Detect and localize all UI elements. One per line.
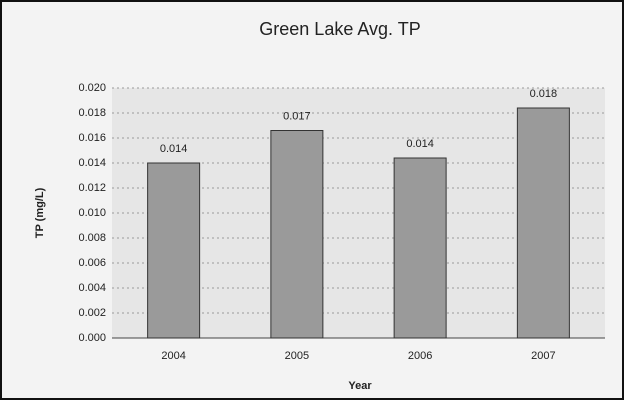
- y-tick-label: 0.004: [78, 282, 106, 294]
- data-label: 0.017: [283, 110, 311, 122]
- y-tick-label: 0.018: [78, 107, 106, 119]
- data-label: 0.018: [530, 88, 558, 100]
- bar: [147, 162, 201, 339]
- y-tick-label: 0.000: [78, 332, 106, 344]
- x-axis-title: Year: [348, 380, 372, 392]
- y-tick-label: 0.014: [78, 157, 106, 169]
- y-tick-label: 0.008: [78, 232, 106, 244]
- bar: [393, 157, 447, 339]
- bar: [270, 130, 324, 339]
- x-tick-label: 2007: [531, 350, 555, 362]
- bar: [516, 107, 570, 339]
- data-label: 0.014: [406, 138, 434, 150]
- y-tick-label: 0.006: [78, 257, 106, 269]
- y-tick-label: 0.010: [78, 207, 106, 219]
- y-tick-label: 0.020: [78, 82, 106, 94]
- chart-title: Green Lake Avg. TP: [259, 19, 420, 39]
- x-tick-label: 2006: [408, 350, 432, 362]
- y-tick-label: 0.012: [78, 182, 106, 194]
- y-tick-label: 0.002: [78, 307, 106, 319]
- x-tick-label: 2004: [161, 350, 185, 362]
- y-tick-label: 0.016: [78, 132, 106, 144]
- x-tick-label: 2005: [285, 350, 309, 362]
- data-label: 0.014: [160, 143, 188, 155]
- y-axis-title: TP (mg/L): [34, 187, 46, 238]
